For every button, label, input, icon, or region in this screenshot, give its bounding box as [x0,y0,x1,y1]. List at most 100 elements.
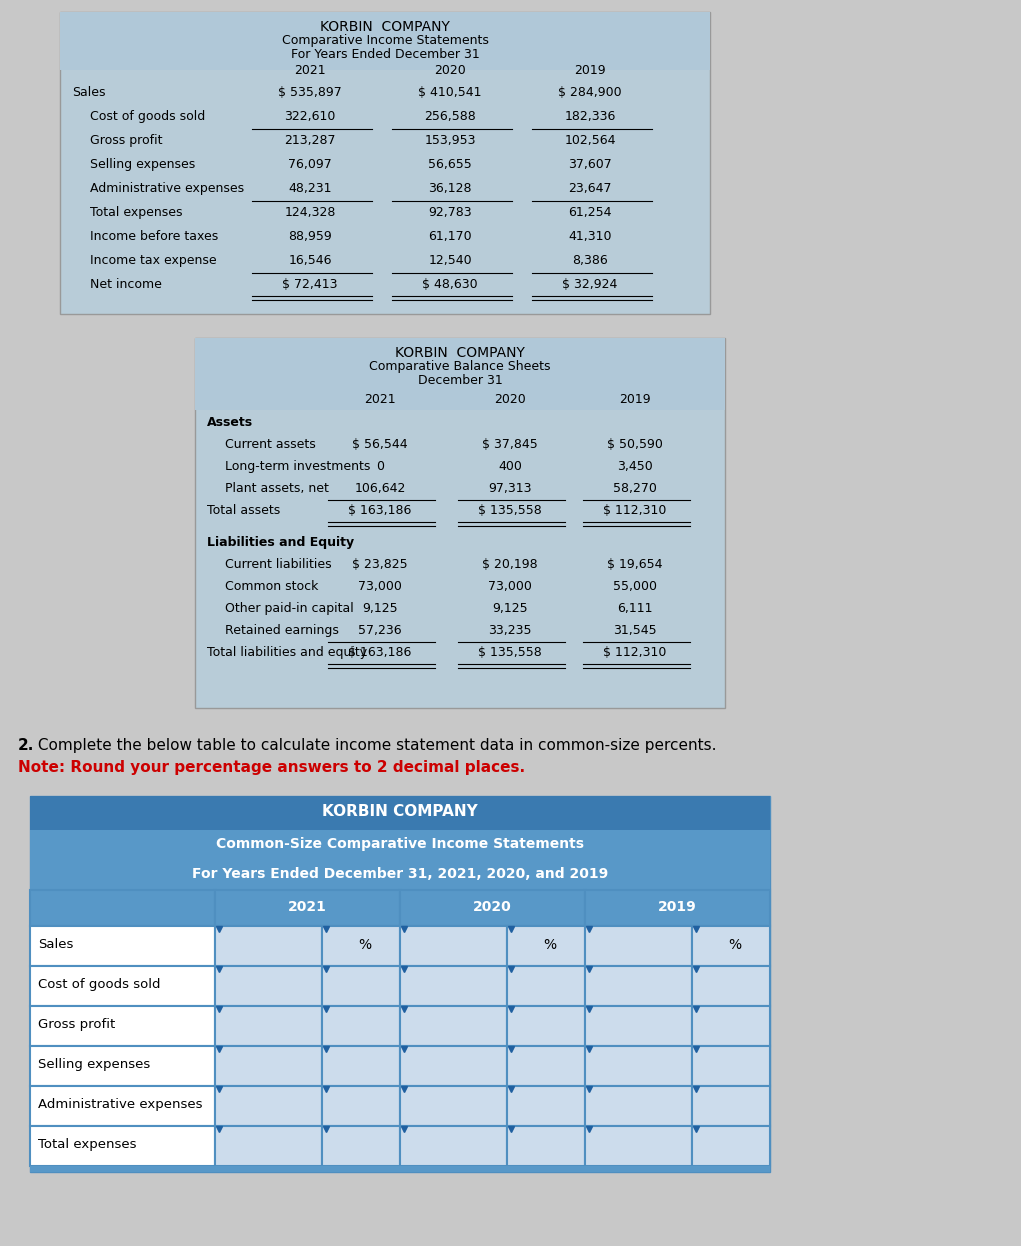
Text: For Years Ended December 31, 2021, 2020, and 2019: For Years Ended December 31, 2021, 2020,… [192,867,609,881]
Text: Current assets: Current assets [225,439,315,451]
Text: Comparative Balance Sheets: Comparative Balance Sheets [370,360,550,373]
Bar [30,1087,215,1126]
Text: 2021: 2021 [288,900,327,915]
Text: 213,287: 213,287 [284,135,336,147]
Bar [692,1087,770,1126]
Text: Total assets: Total assets [207,503,280,517]
Text: $ 23,825: $ 23,825 [352,558,407,571]
Text: 3,450: 3,450 [617,460,652,473]
Bar [30,1126,215,1166]
Bar [323,1087,400,1126]
Bar [215,966,323,1006]
Text: Administrative expenses: Administrative expenses [38,1098,202,1111]
Text: 6,111: 6,111 [618,602,652,616]
Bar [400,1006,507,1045]
Text: $ 32,924: $ 32,924 [563,278,618,292]
Text: %: % [358,938,372,952]
Text: 57,236: 57,236 [358,624,402,637]
Text: 9,125: 9,125 [492,602,528,616]
Bar [30,890,770,926]
Text: $ 284,900: $ 284,900 [558,86,622,98]
Bar [323,926,400,966]
Text: %: % [728,938,741,952]
Bar [585,1006,692,1045]
Text: 31,545: 31,545 [614,624,657,637]
Bar [400,890,585,926]
Text: Income before taxes: Income before taxes [90,231,218,243]
Bar [507,1045,585,1087]
Bar [30,830,770,860]
Text: Note: Round your percentage answers to 2 decimal places.: Note: Round your percentage answers to 2… [18,760,525,775]
Text: Cost of goods sold: Cost of goods sold [38,978,160,991]
Text: Sales: Sales [38,938,74,951]
Text: 2021: 2021 [294,64,326,77]
Bar [400,1045,507,1087]
Text: 124,328: 124,328 [284,206,336,219]
Bar [323,966,400,1006]
Text: $ 48,630: $ 48,630 [423,278,478,292]
Bar [585,926,692,966]
Bar [30,1166,770,1172]
Bar [195,338,725,410]
Text: 2020: 2020 [494,392,526,406]
Text: 33,235: 33,235 [488,624,532,637]
Text: Plant assets, net: Plant assets, net [225,482,329,495]
Bar [400,926,507,966]
Text: Selling expenses: Selling expenses [38,1058,150,1072]
Text: Gross profit: Gross profit [90,135,162,147]
Text: 2021: 2021 [364,392,396,406]
Text: Liabilities and Equity: Liabilities and Equity [207,536,354,549]
Bar [30,1045,215,1087]
Bar [215,890,400,926]
Bar [507,1087,585,1126]
Text: 88,959: 88,959 [288,231,332,243]
Bar [30,796,770,830]
Text: 58,270: 58,270 [613,482,657,495]
Text: Comparative Income Statements: Comparative Income Statements [282,34,488,47]
Text: Current liabilities: Current liabilities [225,558,332,571]
Text: $ 20,198: $ 20,198 [482,558,538,571]
Text: For Years Ended December 31: For Years Ended December 31 [291,49,480,61]
Bar [400,1087,507,1126]
Text: $ 135,558: $ 135,558 [478,645,542,659]
Bar [507,966,585,1006]
Bar [30,966,215,1006]
Bar [507,1006,585,1045]
Text: Total liabilities and equity: Total liabilities and equity [207,645,368,659]
Text: 41,310: 41,310 [569,231,612,243]
Text: 2.: 2. [18,738,35,753]
Text: KORBIN  COMPANY: KORBIN COMPANY [395,346,525,360]
Bar [60,12,710,70]
Text: $ 410,541: $ 410,541 [419,86,482,98]
Text: 2019: 2019 [619,392,650,406]
Text: 106,642: 106,642 [354,482,405,495]
Bar [585,1087,692,1126]
Bar [692,1045,770,1087]
Bar [215,1006,323,1045]
Text: December 31: December 31 [418,374,502,388]
Text: 61,170: 61,170 [428,231,472,243]
Bar [215,1087,323,1126]
Bar [507,926,585,966]
Text: Other paid-in capital: Other paid-in capital [225,602,353,616]
Bar [692,1006,770,1045]
Text: 182,336: 182,336 [565,110,616,123]
Text: 400: 400 [498,460,522,473]
Text: 9,125: 9,125 [362,602,398,616]
Text: Assets: Assets [207,416,253,429]
Text: 322,610: 322,610 [284,110,336,123]
Text: $ 135,558: $ 135,558 [478,503,542,517]
Text: KORBIN  COMPANY: KORBIN COMPANY [320,20,450,34]
Text: $ 37,845: $ 37,845 [482,439,538,451]
Text: 2020: 2020 [434,64,466,77]
Text: Administrative expenses: Administrative expenses [90,182,244,196]
Text: 36,128: 36,128 [428,182,472,196]
Text: Common-Size Comparative Income Statements: Common-Size Comparative Income Statement… [216,837,584,851]
Text: KORBIN COMPANY: KORBIN COMPANY [322,804,478,819]
Text: Retained earnings: Retained earnings [225,624,339,637]
Text: $ 163,186: $ 163,186 [348,503,411,517]
Text: $ 72,413: $ 72,413 [282,278,338,292]
Text: 256,588: 256,588 [424,110,476,123]
Text: Total expenses: Total expenses [38,1138,137,1151]
Bar [215,1045,323,1087]
